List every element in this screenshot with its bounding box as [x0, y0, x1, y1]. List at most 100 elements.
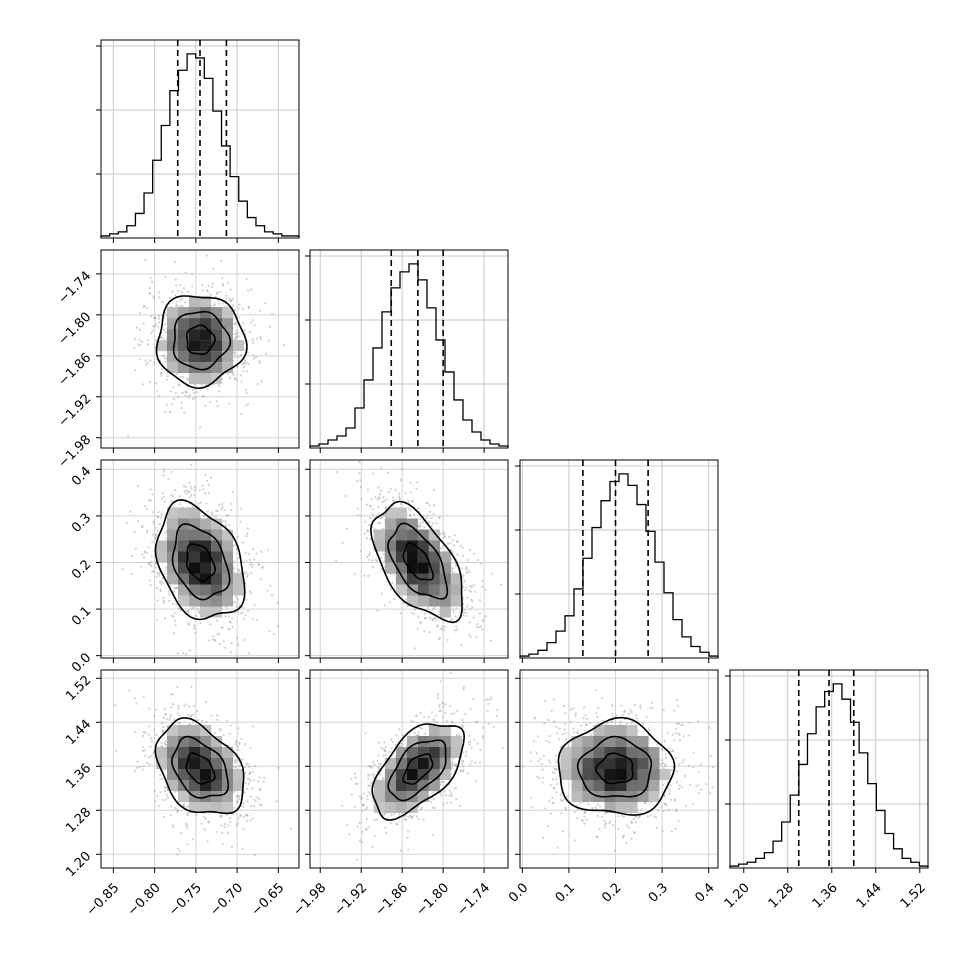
sample-point [258, 803, 261, 806]
sample-point [244, 782, 247, 785]
sample-point [160, 722, 163, 725]
sample-point [355, 480, 358, 483]
sample-point [451, 617, 454, 620]
sample-point [232, 567, 235, 571]
density-cell [211, 551, 222, 563]
sample-point [147, 561, 150, 564]
sample-point [363, 532, 366, 535]
sample-point [156, 599, 159, 602]
sample-point [150, 565, 153, 568]
sample-point [158, 314, 161, 317]
sample-point [227, 282, 230, 285]
sample-point [382, 748, 385, 751]
sample-point [251, 725, 254, 728]
sample-point [154, 317, 157, 320]
sample-point [188, 491, 191, 494]
sample-point [387, 491, 390, 494]
density-cell [211, 362, 222, 374]
sample-point [413, 612, 416, 616]
sample-point [180, 375, 183, 378]
sample-point [402, 739, 406, 742]
sample-point [233, 352, 236, 355]
sample-point [466, 569, 469, 572]
sample-point [250, 805, 253, 808]
sample-point [180, 401, 183, 404]
density-cell [406, 551, 418, 563]
sample-point [159, 791, 162, 794]
sample-point [184, 653, 187, 656]
sample-point [373, 763, 376, 766]
sample-point [156, 619, 159, 622]
sample-point [254, 356, 258, 359]
sample-point [166, 796, 169, 799]
density-cell [189, 296, 200, 308]
sample-point [469, 590, 473, 593]
sample-point [492, 726, 495, 729]
sample-point [191, 388, 195, 391]
sample-point [275, 800, 278, 803]
sample-point [611, 824, 615, 827]
density-cell [178, 791, 189, 802]
sample-point [243, 766, 246, 769]
sample-point [224, 615, 227, 618]
density-cell [211, 529, 222, 541]
sample-point [246, 800, 249, 803]
sample-point [229, 299, 232, 302]
sample-point [433, 798, 436, 801]
sample-point [148, 725, 151, 728]
sample-point [196, 719, 200, 722]
sample-point [211, 383, 214, 386]
sample-point [227, 615, 230, 618]
sample-point [162, 474, 165, 477]
sample-point [187, 378, 190, 382]
density-cell [167, 725, 178, 736]
sample-point [576, 808, 579, 811]
sample-point [462, 614, 465, 617]
sample-point [184, 394, 187, 397]
sample-point [210, 511, 213, 514]
density-cell [189, 351, 200, 363]
sample-point [465, 611, 468, 614]
sample-point [484, 588, 487, 591]
sample-point [237, 643, 240, 646]
sample-point [146, 339, 149, 342]
sample-point [424, 732, 427, 735]
density-cell [222, 551, 233, 563]
sample-point [259, 335, 262, 339]
sample-point [164, 798, 167, 801]
sample-point [163, 500, 166, 503]
sample-point [229, 621, 233, 624]
sample-point [152, 297, 156, 300]
sample-point [152, 570, 156, 573]
sample-point [206, 479, 209, 482]
sample-point [413, 731, 416, 735]
sample-point [225, 294, 228, 297]
sample-point [270, 594, 274, 597]
sample-point [452, 571, 455, 574]
sample-point [371, 508, 374, 511]
sample-point [164, 740, 167, 743]
sample-point [478, 626, 481, 629]
density-cell [167, 507, 178, 519]
sample-point [210, 714, 213, 717]
density-cell [222, 307, 233, 319]
density-cell [189, 584, 200, 596]
sample-point [172, 632, 176, 635]
sample-point [384, 826, 387, 829]
sample-point [174, 623, 177, 627]
sample-point [230, 509, 233, 512]
density-cell [200, 329, 211, 341]
sample-point [184, 486, 187, 489]
sample-point [247, 763, 250, 766]
sample-point [276, 625, 279, 628]
sample-point [205, 720, 208, 723]
sample-point [356, 825, 359, 828]
sample-point [155, 535, 158, 538]
sample-point [429, 616, 432, 619]
sample-point [359, 485, 363, 488]
sample-point [249, 747, 252, 750]
sample-point [233, 356, 237, 359]
sample-point [255, 618, 258, 621]
sample-point [442, 533, 445, 536]
sample-point [134, 731, 137, 734]
